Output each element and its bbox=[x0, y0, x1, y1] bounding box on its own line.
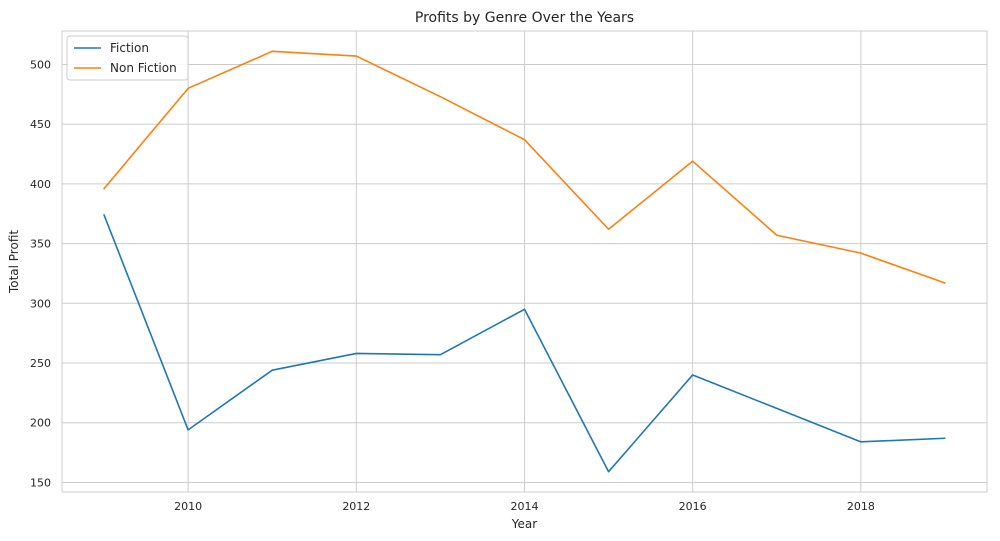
y-tick-label: 300 bbox=[30, 297, 51, 310]
y-tick-label: 350 bbox=[30, 238, 51, 251]
y-tick-label: 450 bbox=[30, 118, 51, 131]
x-tick-label: 2018 bbox=[847, 500, 875, 513]
x-tick-label: 2016 bbox=[679, 500, 707, 513]
legend: Fiction Non Fiction bbox=[66, 35, 189, 81]
x-axis-label: Year bbox=[511, 517, 537, 531]
x-tick-label: 2010 bbox=[174, 500, 202, 513]
grid bbox=[62, 31, 987, 492]
x-tick-label: 2012 bbox=[342, 500, 370, 513]
x-tick-label: 2014 bbox=[511, 500, 539, 513]
legend-box bbox=[66, 35, 189, 81]
y-tick-label: 200 bbox=[30, 417, 51, 430]
legend-entry: Fiction bbox=[110, 41, 149, 55]
plot-frame bbox=[61, 30, 988, 493]
y-tick-label: 150 bbox=[30, 476, 51, 489]
chart-title: Profits by Genre Over the Years bbox=[415, 10, 634, 26]
y-tick-label: 400 bbox=[30, 178, 51, 191]
legend-entry: Non Fiction bbox=[110, 61, 177, 75]
y-tick-label: 500 bbox=[30, 58, 51, 71]
tick-labels: 2010 2012 2014 2016 2018 150 200 250 300 350 400 45… bbox=[30, 58, 875, 513]
y-axis-label: Total Profit bbox=[7, 230, 21, 294]
y-tick-label: 250 bbox=[30, 357, 51, 370]
series-layer bbox=[103, 50, 946, 473]
